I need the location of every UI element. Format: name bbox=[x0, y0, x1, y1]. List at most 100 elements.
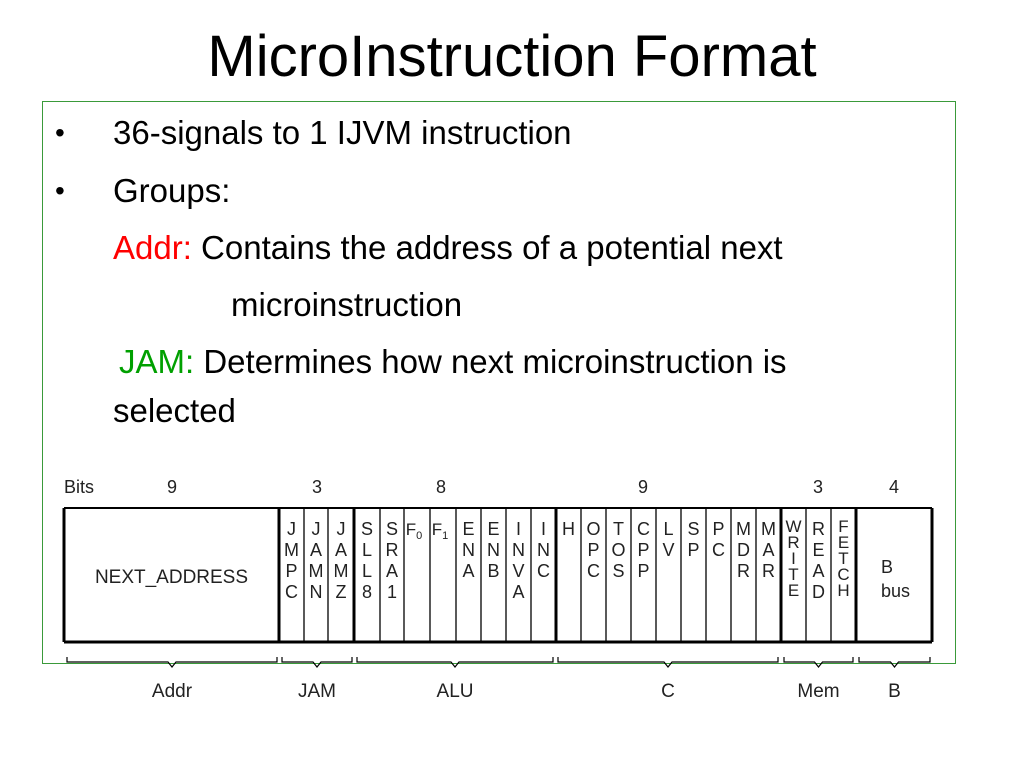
field-label-jmpc: C bbox=[285, 582, 298, 602]
field-label-inva: N bbox=[512, 540, 525, 560]
addr-label: Addr: bbox=[113, 229, 192, 266]
jam-text: Determines how next microinstruction is bbox=[203, 343, 787, 380]
group-bit-count: 3 bbox=[813, 477, 823, 497]
field-label-jmpc: P bbox=[285, 561, 297, 581]
field-label-jamz: J bbox=[337, 519, 346, 539]
bullet-marker: • bbox=[55, 175, 65, 206]
field-label-mar: R bbox=[762, 561, 775, 581]
group-label-c: C bbox=[661, 681, 675, 702]
field-label-b-bus: bus bbox=[881, 581, 910, 601]
field-label-sp: P bbox=[687, 540, 699, 560]
field-label-fetch: T bbox=[838, 549, 848, 568]
field-label-fetch: E bbox=[838, 533, 849, 552]
field-label-sll8: S bbox=[361, 519, 373, 539]
field-label-inva: A bbox=[512, 582, 524, 602]
field-label-read: R bbox=[812, 519, 825, 539]
group-label-mem: Mem bbox=[797, 681, 839, 702]
field-label-read: A bbox=[812, 561, 824, 581]
field-label-sra1: S bbox=[386, 519, 398, 539]
field-label-read: E bbox=[812, 540, 824, 560]
group-brace bbox=[356, 657, 554, 668]
group-label-alu: ALU bbox=[437, 681, 474, 702]
field-label-sll8: 8 bbox=[362, 582, 372, 602]
group-bit-count: 4 bbox=[889, 477, 899, 497]
field-label-mdr: R bbox=[737, 561, 750, 581]
group-bit-count: 9 bbox=[167, 477, 177, 497]
addr-text-continued: microinstruction bbox=[231, 286, 463, 323]
field-label-jamz: Z bbox=[336, 582, 347, 602]
field-label-jamz: M bbox=[334, 561, 349, 581]
jam-text-continued: selected bbox=[113, 392, 236, 429]
jam-label: JAM: bbox=[119, 343, 195, 380]
field-label-read: D bbox=[812, 582, 825, 602]
field-label-inva: I bbox=[516, 519, 521, 539]
field-label-mar: M bbox=[761, 519, 776, 539]
field-label-lv: L bbox=[663, 519, 673, 539]
slide-title: MicroInstruction Format bbox=[207, 24, 817, 89]
group-brace bbox=[858, 657, 931, 668]
field-label-sra1: A bbox=[386, 561, 398, 581]
field-label-jamn: J bbox=[312, 519, 321, 539]
content-box bbox=[42, 101, 956, 664]
field-label-jamn: N bbox=[310, 582, 323, 602]
group-label-b: B bbox=[888, 681, 901, 702]
jam-description: JAM: Determines how next microinstructio… bbox=[119, 342, 787, 382]
bullet-text-groups: Groups: bbox=[113, 172, 231, 209]
group-label-addr: Addr bbox=[152, 681, 193, 702]
addr-text: Contains the address of a potential next bbox=[201, 229, 783, 266]
bullet-marker: • bbox=[55, 117, 65, 148]
field-label-tos: S bbox=[612, 561, 624, 581]
field-label-jmpc: J bbox=[287, 519, 296, 539]
field-label-tos: T bbox=[613, 519, 624, 539]
field-label-inva: V bbox=[512, 561, 524, 581]
field-label-mdr: D bbox=[737, 540, 750, 560]
bullet-text-signals: 36-signals to 1 IJVM instruction bbox=[113, 114, 572, 151]
field-label-ena: E bbox=[462, 519, 474, 539]
field-label-inc: C bbox=[537, 561, 550, 581]
field-label-write: I bbox=[791, 549, 796, 568]
field-label-h: H bbox=[562, 519, 575, 539]
group-brace bbox=[557, 657, 779, 668]
field-label-tos: O bbox=[611, 540, 625, 560]
group-label-jam: JAM bbox=[298, 681, 336, 702]
field-label-ena: N bbox=[462, 540, 475, 560]
field-label-write: E bbox=[788, 581, 799, 600]
group-bit-count: 8 bbox=[436, 477, 446, 497]
field-label-write: T bbox=[788, 565, 798, 584]
field-label-sra1: 1 bbox=[387, 582, 397, 602]
field-label-opc: C bbox=[587, 561, 600, 581]
field-label-sll8: L bbox=[362, 540, 372, 560]
field-label-opc: P bbox=[587, 540, 599, 560]
field-label-cpp: C bbox=[637, 519, 650, 539]
field-label-lv: V bbox=[662, 540, 674, 560]
field-label-sra1: R bbox=[386, 540, 399, 560]
field-label-jamz: A bbox=[335, 540, 347, 560]
field-label-sp: S bbox=[687, 519, 699, 539]
group-bit-count: 3 bbox=[312, 477, 322, 497]
group-brace bbox=[66, 657, 278, 668]
field-label-b-bus: B bbox=[881, 557, 893, 577]
field-label-pc: P bbox=[712, 519, 724, 539]
field-label-inc: N bbox=[537, 540, 550, 560]
group-bit-count: 9 bbox=[638, 477, 648, 497]
field-label-fetch: C bbox=[837, 565, 849, 584]
group-brace bbox=[783, 657, 854, 668]
field-label-opc: O bbox=[586, 519, 600, 539]
field-label-mdr: M bbox=[736, 519, 751, 539]
field-label-jmpc: M bbox=[284, 540, 299, 560]
field-label-fetch: H bbox=[837, 581, 849, 600]
bits-label: Bits bbox=[64, 477, 94, 497]
field-label-next-address: NEXT_ADDRESS bbox=[95, 567, 248, 588]
field-label-mar: A bbox=[762, 540, 774, 560]
field-label-enb: N bbox=[487, 540, 500, 560]
field-label-enb: E bbox=[487, 519, 499, 539]
addr-description: Addr: Contains the address of a potentia… bbox=[113, 228, 783, 268]
field-label-ena: A bbox=[462, 561, 474, 581]
field-label-enb: B bbox=[487, 561, 499, 581]
field-label-sll8: L bbox=[362, 561, 372, 581]
field-label-jamn: M bbox=[309, 561, 324, 581]
field-label-fetch: F bbox=[838, 517, 848, 536]
field-label-inc: I bbox=[541, 519, 546, 539]
field-label-f0: F0 bbox=[406, 520, 423, 542]
